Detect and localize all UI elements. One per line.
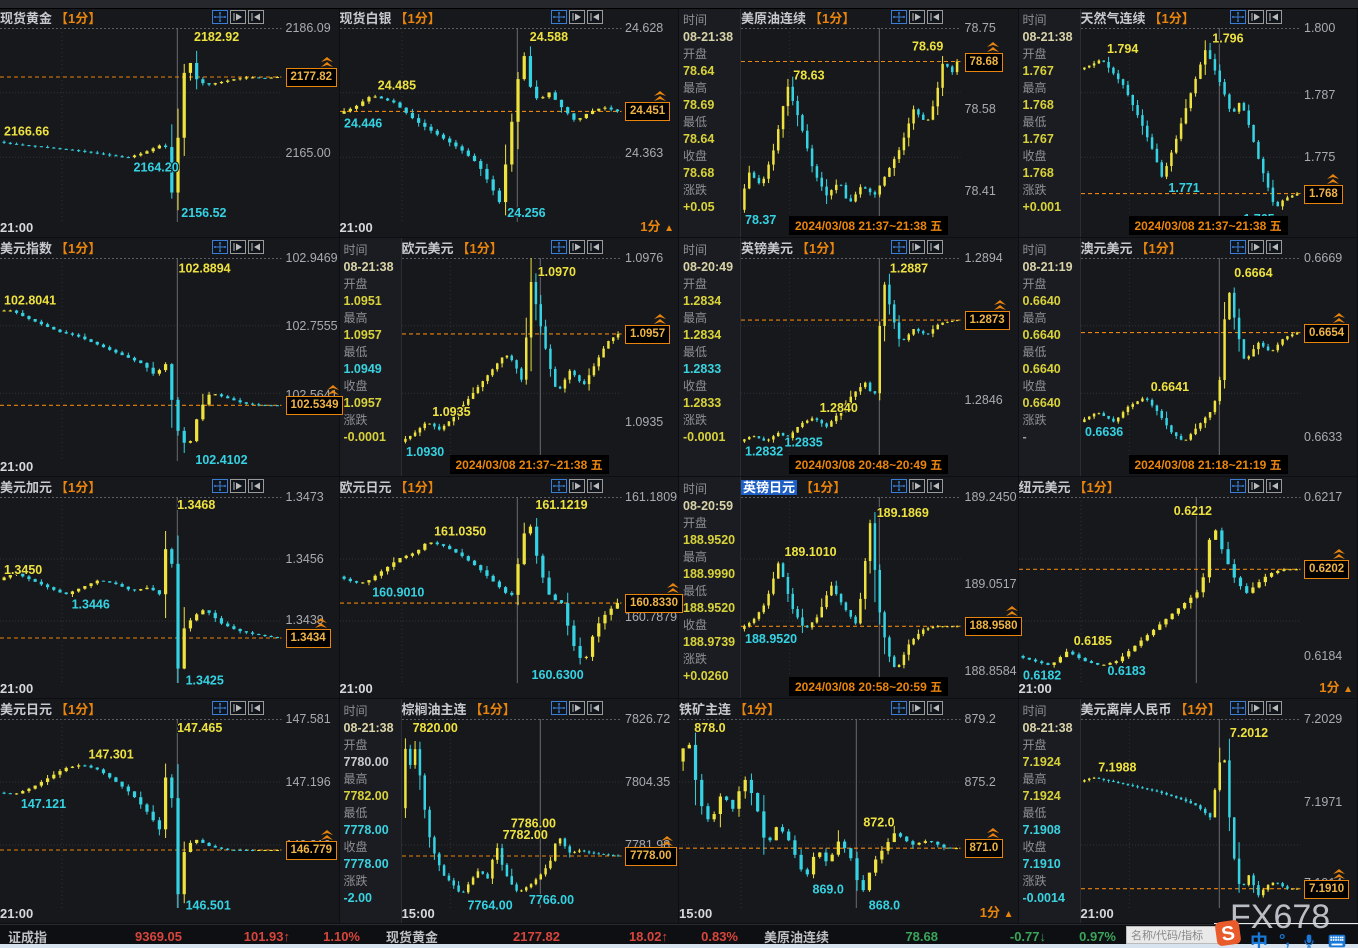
svg-text:78.63: 78.63 bbox=[793, 68, 824, 82]
svg-text:102.8894: 102.8894 bbox=[179, 262, 231, 276]
svg-text:0.6641: 0.6641 bbox=[1150, 380, 1188, 394]
svg-text:24.485: 24.485 bbox=[377, 78, 415, 92]
svg-text:161.0350: 161.0350 bbox=[434, 525, 486, 539]
svg-text:160.9010: 160.9010 bbox=[372, 585, 424, 599]
svg-text:0.6636: 0.6636 bbox=[1085, 425, 1123, 439]
svg-text:0.6664: 0.6664 bbox=[1234, 266, 1272, 280]
svg-text:7786.00: 7786.00 bbox=[510, 817, 555, 831]
svg-text:1.3446: 1.3446 bbox=[72, 598, 110, 612]
svg-text:0.6212: 0.6212 bbox=[1173, 504, 1211, 518]
svg-text:78.37: 78.37 bbox=[745, 213, 776, 227]
svg-text:869.0: 869.0 bbox=[813, 883, 844, 897]
svg-text:2164.20: 2164.20 bbox=[134, 161, 179, 175]
svg-text:102.4102: 102.4102 bbox=[195, 453, 247, 467]
svg-text:1.794: 1.794 bbox=[1107, 42, 1138, 56]
svg-text:161.1219: 161.1219 bbox=[535, 498, 587, 512]
svg-text:1.2835: 1.2835 bbox=[785, 436, 823, 450]
svg-text:189.1010: 189.1010 bbox=[785, 545, 837, 559]
svg-text:102.8041: 102.8041 bbox=[4, 294, 56, 308]
svg-text:146.501: 146.501 bbox=[186, 898, 231, 912]
svg-text:7764.00: 7764.00 bbox=[467, 898, 512, 912]
svg-text:24.588: 24.588 bbox=[529, 30, 567, 44]
svg-text:24.446: 24.446 bbox=[344, 117, 382, 131]
svg-text:1.0970: 1.0970 bbox=[537, 265, 575, 279]
svg-text:147.121: 147.121 bbox=[21, 797, 66, 811]
svg-text:7.1988: 7.1988 bbox=[1098, 761, 1136, 775]
svg-text:0.6185: 0.6185 bbox=[1073, 634, 1111, 648]
svg-text:1.2840: 1.2840 bbox=[820, 401, 858, 415]
svg-text:2156.52: 2156.52 bbox=[181, 206, 226, 220]
svg-text:1.3468: 1.3468 bbox=[177, 498, 215, 512]
svg-text:0.6183: 0.6183 bbox=[1107, 664, 1145, 678]
svg-text:1.3425: 1.3425 bbox=[186, 674, 224, 688]
svg-text:189.1869: 189.1869 bbox=[877, 506, 929, 520]
svg-text:188.9520: 188.9520 bbox=[745, 632, 797, 646]
svg-text:868.0: 868.0 bbox=[869, 898, 900, 912]
svg-text:878.0: 878.0 bbox=[694, 721, 725, 735]
svg-text:872.0: 872.0 bbox=[863, 815, 894, 829]
svg-text:1.2887: 1.2887 bbox=[890, 262, 928, 276]
svg-text:2182.92: 2182.92 bbox=[194, 30, 239, 44]
svg-text:7820.00: 7820.00 bbox=[412, 721, 457, 735]
svg-text:S: S bbox=[1220, 922, 1236, 946]
svg-text:2166.66: 2166.66 bbox=[4, 125, 49, 139]
svg-text:78.69: 78.69 bbox=[912, 40, 943, 54]
svg-text:1.0935: 1.0935 bbox=[432, 405, 470, 419]
svg-text:147.301: 147.301 bbox=[89, 748, 134, 762]
svg-text:1.3450: 1.3450 bbox=[4, 563, 42, 577]
svg-text:7.2012: 7.2012 bbox=[1229, 726, 1267, 740]
svg-text:160.6300: 160.6300 bbox=[531, 668, 583, 682]
svg-text:1.0930: 1.0930 bbox=[406, 445, 444, 459]
svg-text:1.2832: 1.2832 bbox=[745, 445, 783, 459]
svg-text:24.256: 24.256 bbox=[507, 206, 545, 220]
svg-text:7766.00: 7766.00 bbox=[528, 893, 573, 907]
svg-text:147.465: 147.465 bbox=[177, 721, 222, 735]
svg-text:1.771: 1.771 bbox=[1168, 181, 1199, 195]
svg-text:1.796: 1.796 bbox=[1212, 32, 1243, 46]
